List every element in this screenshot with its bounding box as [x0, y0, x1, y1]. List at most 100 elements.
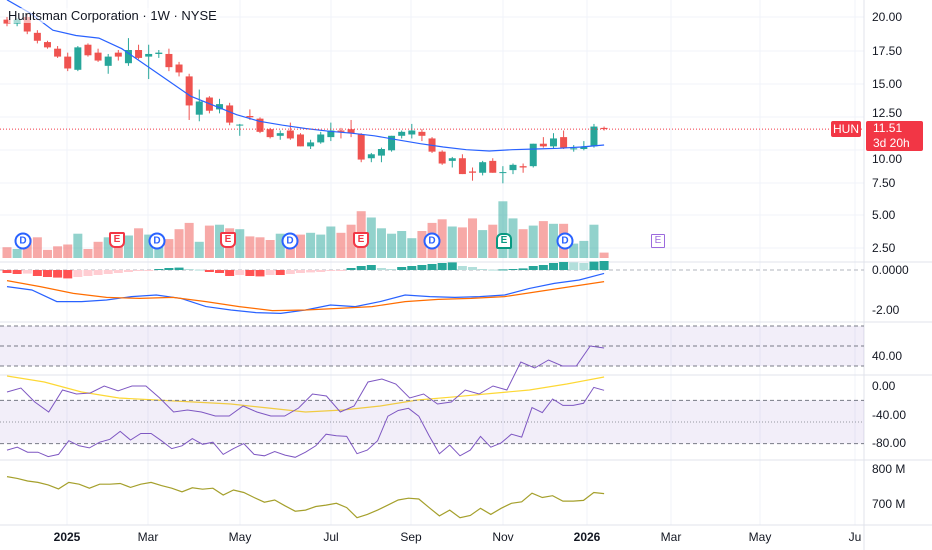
- candle-body: [357, 134, 365, 160]
- candle-body: [246, 116, 254, 118]
- macd-histogram-bar: [53, 270, 63, 278]
- candle-body: [418, 131, 426, 136]
- volume-bar: [306, 232, 316, 258]
- macd-histogram-bar: [417, 265, 427, 270]
- volume-bar: [478, 230, 488, 258]
- macd-histogram-bar: [184, 269, 194, 270]
- macd-histogram-bar: [538, 265, 548, 270]
- candle-body: [317, 134, 325, 143]
- candle-body: [216, 104, 224, 110]
- macd-line: [6, 272, 605, 315]
- candle-body: [266, 129, 274, 138]
- volume-indicator-line: [6, 476, 605, 519]
- vol-axis-label: 800 M: [872, 462, 906, 476]
- earnings-marker[interactable]: E: [220, 232, 236, 248]
- macd-histogram-bar: [204, 270, 214, 272]
- volume-bar: [255, 237, 265, 258]
- candle-body: [43, 42, 51, 48]
- price-axis-label: 2.50: [872, 241, 896, 255]
- macd-signal-line: [6, 280, 605, 312]
- volume-bar: [63, 244, 73, 258]
- volume-bar: [194, 241, 204, 258]
- candle-body: [529, 143, 537, 167]
- time-label: 2025: [53, 530, 81, 544]
- vol-axis-label: 700 M: [872, 497, 906, 511]
- time-label: May: [228, 530, 252, 544]
- volume-bar: [498, 201, 508, 258]
- macd-histogram-bar: [326, 270, 336, 271]
- volume-bar: [123, 235, 133, 258]
- candle-body: [519, 166, 527, 168]
- volume-bar: [32, 237, 42, 258]
- macd-histogram-bar: [376, 268, 386, 270]
- macd-histogram-bar: [468, 267, 478, 270]
- volume-bar: [134, 228, 144, 258]
- time-label: Jul: [323, 530, 339, 544]
- symbol-label: HUN: [831, 121, 861, 137]
- volume-bar: [548, 223, 558, 258]
- macd-histogram-bar: [366, 265, 376, 270]
- macd-histogram-bar: [194, 269, 204, 271]
- macd-histogram-bar: [63, 270, 73, 279]
- price-axis-label: 7.50: [872, 176, 896, 190]
- macd-histogram-bar: [93, 270, 103, 275]
- volume-bar: [53, 246, 63, 258]
- candle-body: [54, 48, 62, 57]
- volume-bar: [599, 252, 609, 258]
- time-label: Ju: [848, 530, 862, 544]
- volume-bar: [73, 233, 83, 258]
- candle-body: [509, 164, 517, 171]
- candle-body: [185, 76, 193, 106]
- candle-body: [64, 56, 72, 69]
- volume-bar: [488, 224, 498, 258]
- candle-body: [499, 172, 507, 174]
- rsi-axis-label: 40.00: [872, 349, 903, 363]
- macd-histogram-bar: [569, 262, 579, 270]
- macd-histogram-bar: [144, 270, 154, 271]
- volume-bar: [275, 233, 285, 258]
- willr-axis-label: -40.00: [872, 408, 907, 422]
- macd-histogram-bar: [397, 267, 407, 270]
- volume-bar: [83, 249, 93, 258]
- macd-histogram-bar: [336, 270, 346, 271]
- price-axis-label: 5.00: [872, 208, 896, 222]
- macd-histogram-bar: [508, 269, 518, 270]
- dividend-marker[interactable]: D: [14, 232, 32, 250]
- volume-bar: [326, 226, 336, 258]
- volume-bar: [235, 229, 245, 258]
- candle-body: [377, 149, 385, 156]
- moving-average-line: [6, 0, 605, 152]
- candle-body: [307, 142, 315, 147]
- macd-histogram-bar: [528, 266, 538, 270]
- chart-title: Huntsman Corporation · 1W · NYSE: [8, 8, 217, 23]
- volume-bar: [174, 229, 184, 258]
- dividend-marker[interactable]: D: [556, 232, 574, 250]
- dividend-marker[interactable]: D: [423, 232, 441, 250]
- earnings-marker[interactable]: E: [109, 232, 125, 248]
- volume-bar: [336, 232, 346, 258]
- volume-bar: [245, 236, 255, 258]
- volume-bar: [316, 234, 326, 258]
- willr-axis-label: -80.00: [872, 436, 907, 450]
- last-price: 11.51: [873, 121, 903, 135]
- macd-histogram-bar: [83, 270, 93, 276]
- candle-body: [256, 118, 264, 132]
- candle-body: [165, 53, 173, 68]
- volume-bar: [164, 239, 174, 258]
- candle-body: [347, 129, 355, 134]
- macd-histogram-bar: [12, 270, 22, 274]
- candle-body: [74, 47, 82, 70]
- candle-body: [327, 130, 335, 138]
- macd-histogram-bar: [255, 270, 265, 277]
- candle-body: [549, 138, 557, 147]
- macd-histogram-bar: [73, 270, 83, 277]
- time-label: 2026: [573, 530, 601, 544]
- volume-bar: [589, 224, 599, 258]
- dividend-marker[interactable]: D: [281, 232, 299, 250]
- dividend-marker[interactable]: D: [148, 232, 166, 250]
- upcoming-earnings-marker[interactable]: E: [651, 234, 665, 248]
- earnings-marker[interactable]: E: [496, 233, 512, 249]
- rsi-line: [6, 345, 605, 417]
- earnings-marker[interactable]: E: [353, 232, 369, 248]
